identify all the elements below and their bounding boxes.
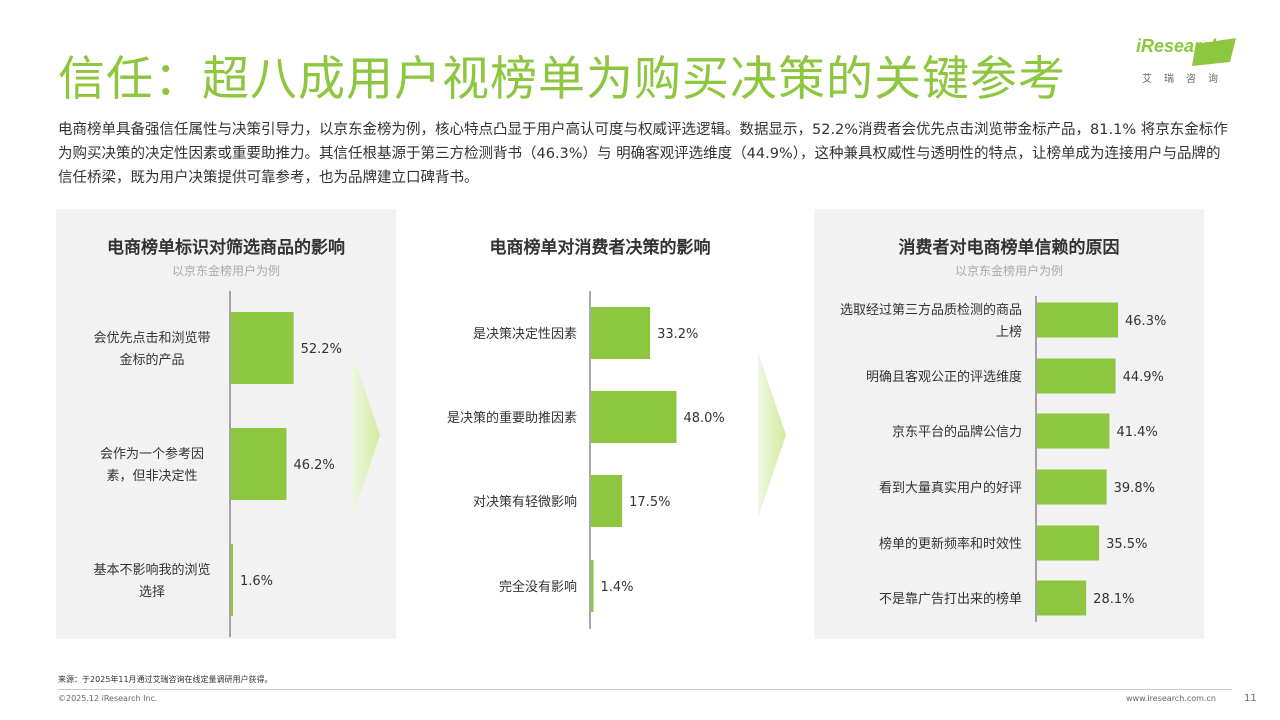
chart2-value-label: 17.5% (629, 495, 670, 510)
chart1-category-label: 会作为一个参考因 (100, 446, 204, 462)
chart1-value-label: 46.2% (293, 458, 334, 473)
chart3-category-label: 不是靠广告打出来的榜单 (879, 591, 1022, 607)
chart3-category-label: 选取经过第三方品质检测的商品 (840, 302, 1022, 318)
chart2-title: 电商榜单对消费者决策的影响 (489, 238, 711, 258)
chart1-title: 电商榜单标识对筛选商品的影响 (107, 238, 345, 258)
chart2-bar (591, 391, 677, 443)
flow-arrow-icon (352, 352, 380, 518)
logo-badge-icon (1192, 38, 1236, 66)
chart3-category-label: 榜单的更新频率和时效性 (879, 536, 1022, 552)
intro-paragraph: 电商榜单具备强信任属性与决策引导力，以京东金榜为例，核心特点凸显于用户高认可度与… (58, 122, 1228, 186)
chart2-category-label: 是决策决定性因素 (473, 326, 577, 342)
chart2-category-label: 对决策有轻微影响 (473, 494, 577, 510)
source-note: 来源：于2025年11月通过艾瑞咨询在线定量调研用户获得。 (58, 675, 273, 684)
chart3-subtitle: 以京东金榜用户为例 (954, 264, 1063, 278)
chart2-value-label: 48.0% (683, 411, 724, 426)
website-link[interactable]: www.iresearch.com.cn (1126, 694, 1216, 703)
logo-subtext: 艾瑞咨询 (1142, 74, 1230, 85)
chart2-bar (591, 307, 651, 359)
chart1-bar (231, 544, 233, 616)
footer-divider (58, 689, 1232, 690)
flow-arrow-icon (758, 352, 786, 518)
chart3-bar (1037, 413, 1110, 449)
chart3-value-label: 41.4% (1116, 425, 1157, 440)
chart3-bar (1037, 525, 1100, 561)
chart2-value-label: 33.2% (657, 327, 698, 342)
chart3-value-label: 44.9% (1123, 370, 1164, 385)
page-title: 信任：超八成用户视榜单为购买决策的关键参考 (58, 52, 1066, 107)
chart1-category-label: 金标的产品 (119, 352, 184, 368)
logo-text: iResearch (1136, 36, 1223, 56)
chart3-bar (1037, 302, 1119, 338)
chart1-value-label: 1.6% (240, 574, 273, 589)
chart1-bar (231, 428, 287, 500)
chart3-value-label: 35.5% (1106, 537, 1147, 552)
chart2-bar (591, 560, 594, 612)
chart3-value-label: 28.1% (1093, 592, 1134, 607)
chart3-category-label: 明确且客观公正的评选维度 (866, 369, 1022, 385)
chart3-bar (1037, 580, 1087, 616)
chart3-bar (1037, 358, 1116, 394)
chart3-category-label: 上榜 (996, 324, 1022, 340)
iresearch-logo: iResearch 艾瑞咨询 (1136, 36, 1246, 86)
page-number: 11 (1244, 693, 1257, 704)
chart3-title: 消费者对电商榜单信赖的原因 (898, 238, 1120, 258)
panel-trust-reasons (814, 209, 1204, 639)
chart3-bar (1037, 469, 1107, 505)
chart1-category-label: 选择 (139, 585, 165, 600)
chart2-bar (591, 475, 623, 527)
chart2-value-label: 1.4% (600, 580, 633, 595)
chart3-value-label: 39.8% (1114, 481, 1155, 496)
chart3-value-label: 46.3% (1125, 314, 1166, 329)
chart1-subtitle: 以京东金榜用户为例 (171, 264, 280, 278)
chart2-category-label: 是决策的重要助推因素 (447, 410, 577, 426)
chart1-bar (231, 312, 294, 384)
chart2-category-label: 完全没有影响 (499, 579, 577, 595)
chart1-category-label: 基本不影响我的浏览 (93, 562, 210, 578)
chart1-value-label: 52.2% (301, 342, 342, 357)
panel-filter-impact (56, 209, 396, 639)
chart1-category-label: 会优先点击和浏览带 (93, 330, 210, 346)
copyright: ©2025.12 iResearch Inc. (58, 694, 158, 703)
chart3-category-label: 看到大量真实用户的好评 (879, 480, 1022, 496)
chart1-category-label: 素，但非决定性 (106, 469, 197, 484)
chart3-category-label: 京东平台的品牌公信力 (892, 424, 1022, 440)
